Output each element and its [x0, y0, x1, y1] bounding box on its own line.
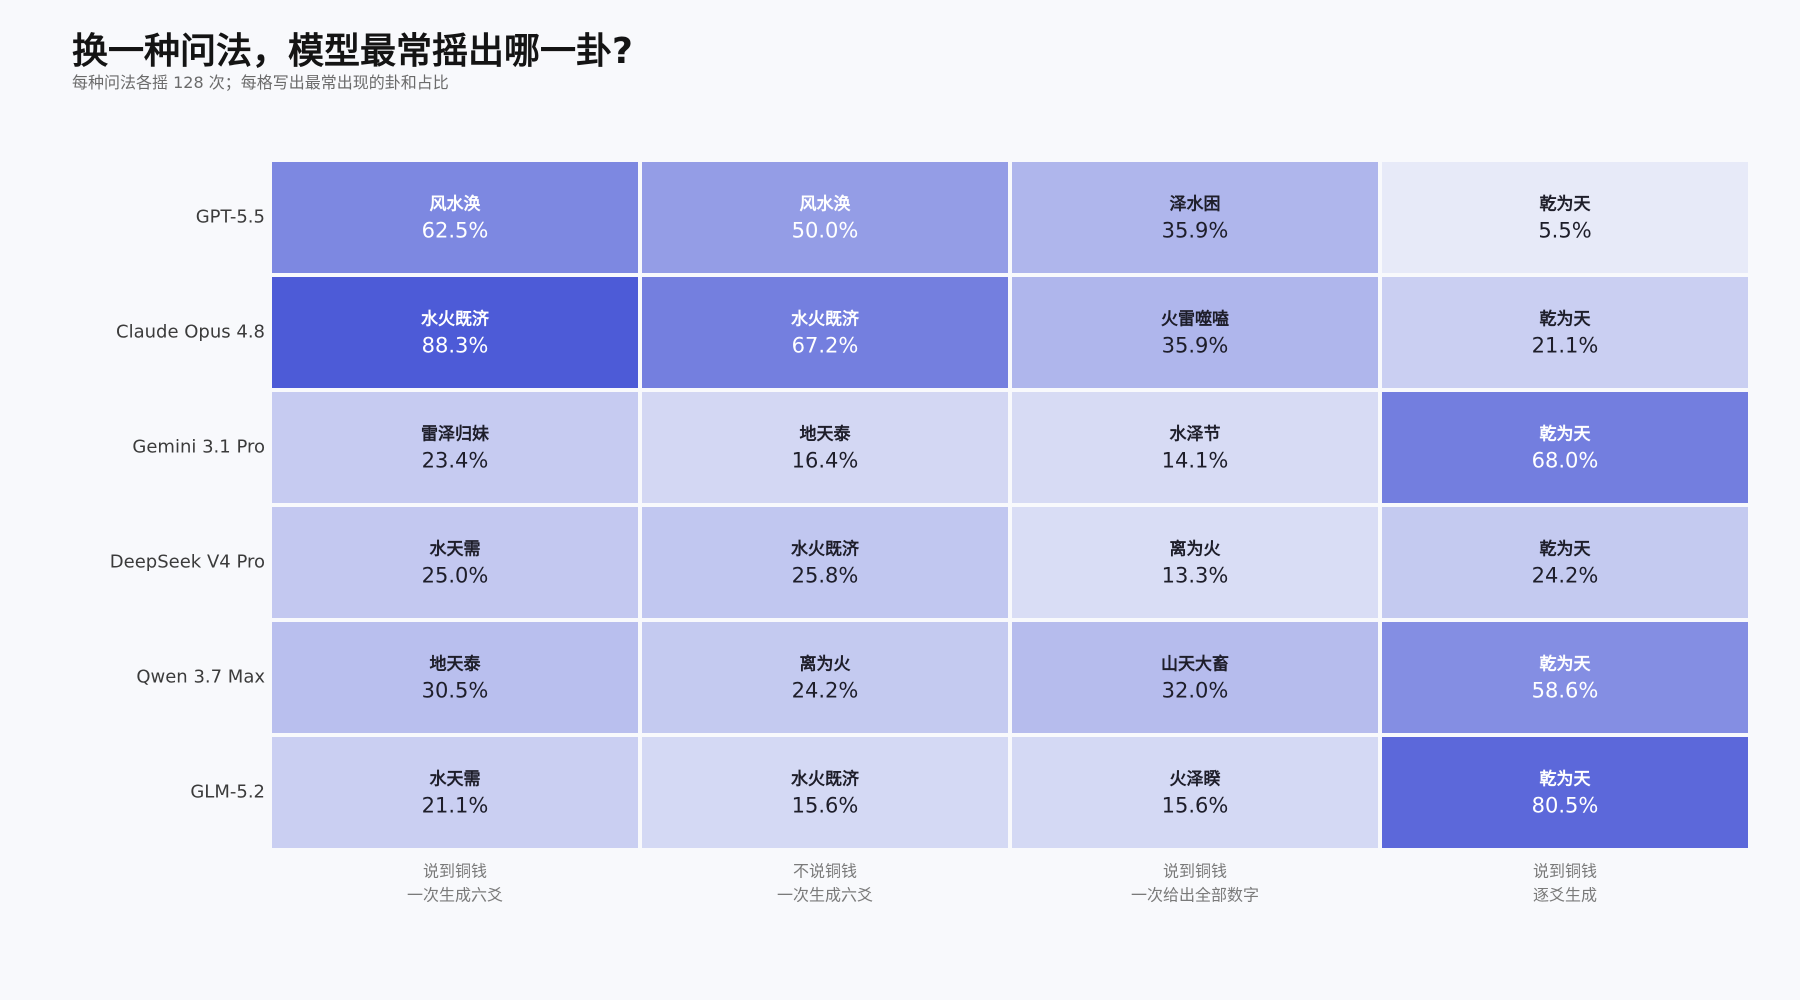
cell-hexagram-label: 火雷噬嗑	[1161, 309, 1229, 330]
heatmap-cell	[1382, 277, 1748, 388]
cell-hexagram-label: 水火既济	[421, 309, 490, 330]
heatmap-cell	[1382, 392, 1748, 503]
cell-percent-label: 30.5%	[422, 679, 489, 703]
cell-hexagram-label: 水火既济	[791, 769, 860, 790]
cell-percent-label: 21.1%	[1532, 334, 1599, 358]
cell-hexagram-label: 离为火	[1170, 539, 1222, 560]
cell-percent-label: 58.6%	[1532, 679, 1599, 703]
cell-hexagram-label: 风水涣	[430, 194, 482, 215]
heatmap-cell	[272, 507, 638, 618]
cell-hexagram-label: 乾为天	[1540, 654, 1592, 675]
column-label: 一次生成六爻	[407, 886, 503, 905]
heatmap-cell	[642, 622, 1008, 733]
cell-hexagram-label: 水火既济	[791, 539, 860, 560]
column-label: 一次生成六爻	[777, 886, 873, 905]
heatmap-cell	[642, 277, 1008, 388]
cell-percent-label: 15.6%	[1162, 794, 1229, 818]
cell-hexagram-label: 水天需	[430, 539, 481, 560]
cell-percent-label: 21.1%	[422, 794, 489, 818]
heatmap-cell	[272, 277, 638, 388]
cell-percent-label: 13.3%	[1162, 564, 1229, 588]
heatmap-cell	[642, 507, 1008, 618]
cell-hexagram-label: 乾为天	[1540, 194, 1592, 215]
heatmap-cell	[272, 622, 638, 733]
cell-percent-label: 25.8%	[792, 564, 859, 588]
heatmap-cell	[1012, 507, 1378, 618]
cell-percent-label: 68.0%	[1532, 449, 1599, 473]
cell-hexagram-label: 离为火	[800, 654, 852, 675]
cell-hexagram-label: 水天需	[430, 769, 481, 790]
cell-percent-label: 24.2%	[1532, 564, 1599, 588]
cell-percent-label: 35.9%	[1162, 334, 1229, 358]
cell-hexagram-label: 水泽节	[1170, 424, 1221, 445]
cell-percent-label: 88.3%	[422, 334, 489, 358]
heatmap-cell	[1012, 622, 1378, 733]
heatmap-cell	[1012, 392, 1378, 503]
cell-percent-label: 25.0%	[422, 564, 489, 588]
column-label: 说到铜钱	[1163, 862, 1227, 881]
cell-percent-label: 24.2%	[792, 679, 859, 703]
heatmap-cell	[272, 737, 638, 848]
cell-hexagram-label: 地天泰	[800, 424, 852, 445]
heatmap-cell	[1012, 162, 1378, 273]
cell-hexagram-label: 乾为天	[1540, 769, 1592, 790]
heatmap-cell	[1012, 277, 1378, 388]
cell-hexagram-label: 火泽睽	[1170, 769, 1221, 790]
heatmap-cell	[1382, 162, 1748, 273]
heatmap-cell	[642, 162, 1008, 273]
cell-percent-label: 16.4%	[792, 449, 859, 473]
column-label: 一次给出全部数字	[1131, 886, 1259, 905]
heatmap-cell	[272, 392, 638, 503]
row-label: Gemini 3.1 Pro	[132, 437, 265, 458]
heatmap-cell	[642, 392, 1008, 503]
heatmap-cell	[1382, 737, 1748, 848]
cell-percent-label: 35.9%	[1162, 219, 1229, 243]
cell-percent-label: 80.5%	[1532, 794, 1599, 818]
cell-hexagram-label: 泽水困	[1170, 194, 1221, 215]
row-label: GLM-5.2	[190, 782, 265, 803]
cell-hexagram-label: 雷泽归妹	[421, 424, 490, 445]
heatmap-cell	[1382, 507, 1748, 618]
column-label: 说到铜钱	[423, 862, 487, 881]
heatmap-cell	[272, 162, 638, 273]
row-label: GPT-5.5	[196, 207, 265, 228]
row-label: Qwen 3.7 Max	[136, 667, 265, 688]
cell-percent-label: 50.0%	[792, 219, 859, 243]
column-label: 说到铜钱	[1533, 862, 1597, 881]
row-label: DeepSeek V4 Pro	[110, 552, 265, 573]
heatmap-cell	[1012, 737, 1378, 848]
column-label: 逐爻生成	[1533, 886, 1597, 905]
cell-hexagram-label: 地天泰	[430, 654, 482, 675]
heatmap-cell	[642, 737, 1008, 848]
row-label: Claude Opus 4.8	[116, 322, 265, 343]
heatmap-cell	[1382, 622, 1748, 733]
chart-subtitle: 每种问法各摇 128 次；每格写出最常出现的卦和占比	[72, 73, 449, 92]
cell-percent-label: 67.2%	[792, 334, 859, 358]
cell-hexagram-label: 乾为天	[1540, 424, 1592, 445]
cell-hexagram-label: 乾为天	[1540, 539, 1592, 560]
cell-percent-label: 5.5%	[1538, 219, 1591, 243]
cell-percent-label: 32.0%	[1162, 679, 1229, 703]
cell-percent-label: 23.4%	[422, 449, 489, 473]
chart-title: 换一种问法，模型最常摇出哪一卦?	[72, 31, 633, 72]
cell-percent-label: 62.5%	[422, 219, 489, 243]
cell-hexagram-label: 风水涣	[800, 194, 852, 215]
cell-percent-label: 14.1%	[1162, 449, 1229, 473]
cell-hexagram-label: 乾为天	[1540, 309, 1592, 330]
column-label: 不说铜钱	[793, 862, 857, 881]
cell-hexagram-label: 山天大畜	[1161, 654, 1229, 675]
cell-hexagram-label: 水火既济	[791, 309, 860, 330]
cell-percent-label: 15.6%	[792, 794, 859, 818]
